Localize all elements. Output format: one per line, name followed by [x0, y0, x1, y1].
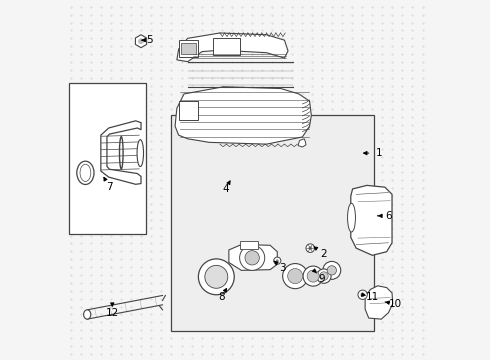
Polygon shape	[229, 244, 277, 270]
Circle shape	[358, 290, 368, 300]
Circle shape	[361, 293, 365, 297]
Ellipse shape	[347, 203, 355, 232]
Polygon shape	[177, 33, 288, 62]
Circle shape	[138, 39, 144, 44]
Ellipse shape	[137, 140, 144, 167]
Bar	[213, 38, 240, 55]
Circle shape	[319, 272, 328, 280]
Polygon shape	[101, 121, 141, 184]
Polygon shape	[298, 139, 306, 147]
Polygon shape	[135, 35, 147, 48]
Text: 2: 2	[320, 248, 327, 258]
Circle shape	[327, 266, 337, 275]
Circle shape	[245, 251, 259, 265]
Bar	[69, 83, 147, 234]
Circle shape	[306, 244, 315, 252]
Circle shape	[205, 265, 228, 288]
Circle shape	[283, 264, 308, 289]
Bar	[172, 116, 374, 330]
Bar	[240, 241, 258, 249]
Circle shape	[198, 259, 234, 295]
Circle shape	[288, 269, 303, 284]
Text: 12: 12	[106, 308, 119, 318]
Text: 6: 6	[385, 211, 392, 221]
Circle shape	[274, 257, 281, 264]
Circle shape	[323, 261, 341, 279]
Circle shape	[303, 266, 323, 286]
Text: 5: 5	[147, 35, 153, 45]
Circle shape	[307, 270, 319, 282]
Text: 11: 11	[366, 292, 379, 302]
Circle shape	[309, 246, 312, 250]
Text: 8: 8	[219, 292, 225, 302]
Bar	[179, 101, 198, 120]
Ellipse shape	[84, 310, 91, 319]
Bar	[181, 43, 196, 54]
Text: 1: 1	[376, 148, 383, 158]
Circle shape	[317, 269, 331, 283]
Circle shape	[276, 259, 279, 262]
Text: 3: 3	[279, 263, 286, 273]
Text: 9: 9	[319, 274, 325, 284]
Polygon shape	[175, 87, 311, 144]
Polygon shape	[365, 286, 393, 319]
Text: 10: 10	[389, 299, 402, 309]
Text: 7: 7	[106, 182, 113, 192]
Circle shape	[240, 245, 265, 270]
Text: 4: 4	[222, 184, 229, 194]
Bar	[179, 40, 198, 57]
Polygon shape	[351, 185, 392, 255]
